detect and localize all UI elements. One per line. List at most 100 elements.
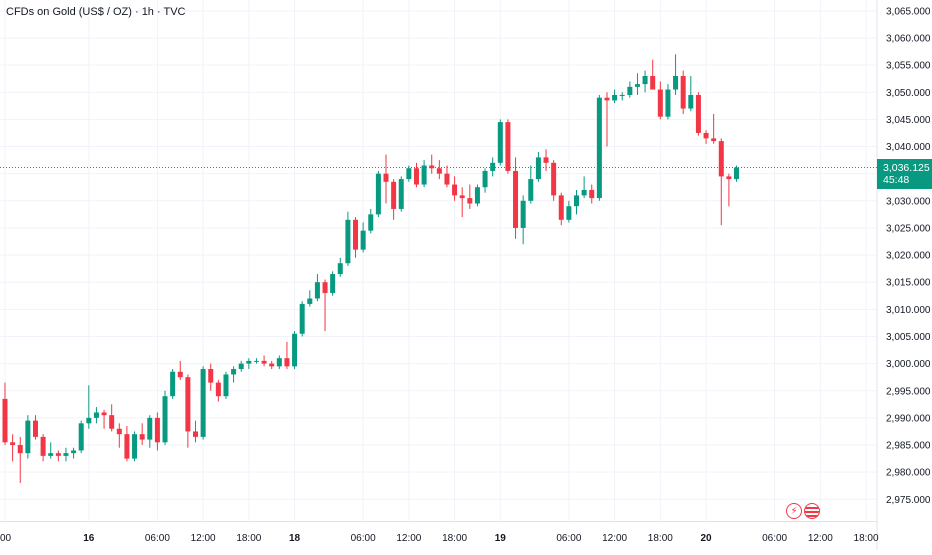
candle [695,92,701,136]
x-tick-label: 18:00 [442,533,467,544]
candle-body [200,369,206,437]
candle [467,184,473,209]
candle [261,355,267,367]
y-tick-label: 2,995.000 [886,386,931,397]
candle-body [345,219,351,264]
candle-body [406,168,412,180]
candle [330,271,336,296]
price-axis[interactable]: 3,065.000 3,060.000 3,055.000 3,050.000 3,04… [886,6,931,505]
candle [299,301,305,337]
x-tick-label: 06:00 [351,533,376,544]
candle-body [482,170,488,188]
x-tick-label: 12:00 [808,533,833,544]
candle [474,184,480,207]
time-axis[interactable]: 00 16 06:00 12:00 18:00 18 06:00 12:00 18:00 19 06… [0,533,879,544]
candle [32,415,38,440]
candle-body [688,94,694,109]
candle [391,179,397,220]
x-tick-label: 16 [83,533,95,544]
y-tick-label: 3,005.000 [886,332,931,343]
candle-body [63,453,69,456]
candle [345,211,351,266]
x-tick-label: 18:00 [648,533,673,544]
candle-body [78,423,84,451]
candle [215,379,221,402]
candle-body [551,162,557,196]
candle-body [215,382,221,397]
candle-body [718,141,724,177]
candle-body [528,179,534,201]
candle-body [619,94,625,96]
candle [665,84,671,120]
candle-body [162,396,168,443]
candle-body [40,436,46,456]
candle-body [170,371,176,397]
last-price-tag: 3,036.125 45:48 [877,158,932,189]
candle-body [726,176,732,180]
candle-body [375,173,381,215]
us-flag-icon[interactable] [804,503,820,519]
candle [398,176,404,212]
candle-body [154,417,160,443]
candle-body [558,195,564,220]
candle [680,70,686,114]
candle [10,434,16,462]
candle-body [497,122,503,163]
candle-body [589,189,595,199]
candle-body [330,274,336,294]
candle [360,222,366,253]
y-tick-label: 2,990.000 [886,413,931,424]
candle [238,360,244,372]
candle [497,119,503,166]
candle-body [391,181,397,209]
candle-body [139,434,145,440]
candle-body [253,360,259,362]
candle-body [680,75,686,109]
candle-body [223,374,229,397]
candle-body [193,431,198,437]
bar-countdown-label: 45:48 [883,173,910,186]
candle-body [459,195,465,199]
candle-body [513,170,519,228]
candle-body [413,168,419,185]
candle-body [505,122,511,171]
candle [55,450,61,462]
candle-body [292,333,298,367]
candle-body [299,303,305,334]
x-tick-label: 20 [700,533,712,544]
candle-body [444,173,450,185]
candle-body [261,360,267,364]
candle [40,434,46,462]
candle [17,436,23,484]
candle-body [238,363,244,370]
candle [2,382,8,446]
candle-body [520,200,526,228]
candle [688,75,694,112]
candle-body [246,360,252,364]
candle [726,173,732,207]
candle [63,447,69,462]
x-tick-label: 00 [0,533,12,544]
lightning-icon[interactable]: ⚡ [786,503,802,519]
candle-body [337,263,343,275]
candle-body [574,195,579,207]
candle [642,70,648,93]
y-tick-label: 2,975.000 [886,495,931,506]
candle-body [55,453,61,456]
x-tick-label: 06:00 [145,533,170,544]
x-tick-label: 18:00 [236,533,261,544]
candle-body [703,132,709,139]
candle-body [452,184,458,196]
candle [406,165,412,182]
candle [612,89,618,104]
candle-body [25,420,31,454]
candle-body [10,442,16,446]
candle [490,157,496,177]
candle [162,390,168,446]
candle [177,360,183,380]
candle-body [124,434,130,459]
candle-body [474,187,480,204]
candle [223,371,229,399]
